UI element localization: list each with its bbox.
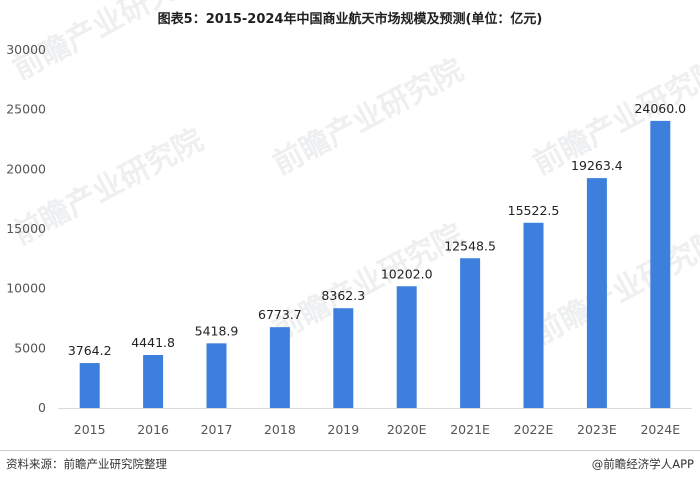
data-label-2023E: 19263.4 <box>571 158 623 173</box>
data-label-2022E: 15522.5 <box>508 203 560 218</box>
watermark-3: 前瞻产业研究院 <box>267 53 469 182</box>
data-label-2019: 8362.3 <box>321 288 365 303</box>
data-label-2017: 5418.9 <box>195 323 239 338</box>
watermark-4: 前瞻产业研究院 <box>267 218 469 347</box>
x-tick-label: 2017 <box>201 422 233 437</box>
x-tick-label: 2022E <box>514 422 554 437</box>
brand-credit: @前瞻经济学人APP <box>591 457 694 471</box>
bar-2016 <box>143 354 164 408</box>
y-tick-label: 5000 <box>14 340 46 355</box>
bar-2024E <box>650 120 671 408</box>
bar-2023E <box>586 178 607 408</box>
data-labels: 3764.2 4441.8 5418.9 6773.7 8362.3 10202.0 125… <box>68 101 686 358</box>
bar-2022E <box>523 222 544 408</box>
data-label-2021E: 12548.5 <box>444 238 496 253</box>
y-tick-label: 30000 <box>6 42 46 57</box>
y-tick-label: 15000 <box>6 221 46 236</box>
footer-divider <box>0 450 700 451</box>
x-tick-label: 2015 <box>74 422 106 437</box>
x-tick-label: 2016 <box>137 422 169 437</box>
bar-2015 <box>79 363 100 408</box>
bar-2021E <box>460 258 481 408</box>
data-label-2018: 6773.7 <box>258 307 302 322</box>
y-tick-label: 10000 <box>6 281 46 296</box>
bar-series <box>79 120 671 408</box>
x-tick-label: 2021E <box>450 422 490 437</box>
data-label-2024E: 24060.0 <box>634 101 686 116</box>
watermark-6: 前瞻产业研究院 <box>527 223 700 352</box>
y-tick-label: 0 <box>38 400 46 415</box>
source-note: 资料来源：前瞻产业研究院整理 <box>6 457 167 471</box>
bar-2020E <box>396 286 417 408</box>
x-tick-label: 2023E <box>577 422 617 437</box>
data-label-2016: 4441.8 <box>131 335 175 350</box>
x-tick-label: 2019 <box>327 422 359 437</box>
bar-2019 <box>333 308 354 408</box>
bar-2017 <box>206 343 227 408</box>
x-tick-label: 2018 <box>264 422 296 437</box>
data-label-2015: 3764.2 <box>68 343 112 358</box>
y-tick-label: 20000 <box>6 161 46 176</box>
bar-chart: 前瞻产业研究院 前瞻产业研究院 前瞻产业研究院 前瞻产业研究院 前瞻产业研究院 … <box>6 0 700 437</box>
x-tick-label: 2020E <box>387 422 427 437</box>
y-axis: 0 5000 10000 15000 20000 25000 30000 <box>6 42 46 415</box>
y-tick-label: 25000 <box>6 102 46 117</box>
chart-title: 图表5：2015-2024年中国商业航天市场规模及预测(单位：亿元) <box>157 12 543 27</box>
x-tick-label: 2024E <box>640 422 680 437</box>
x-axis: 2015 2016 2017 2018 2019 2020E 2021E 2022E 2023E… <box>74 422 680 437</box>
data-label-2020E: 10202.0 <box>381 266 433 281</box>
bar-2018 <box>269 327 290 408</box>
